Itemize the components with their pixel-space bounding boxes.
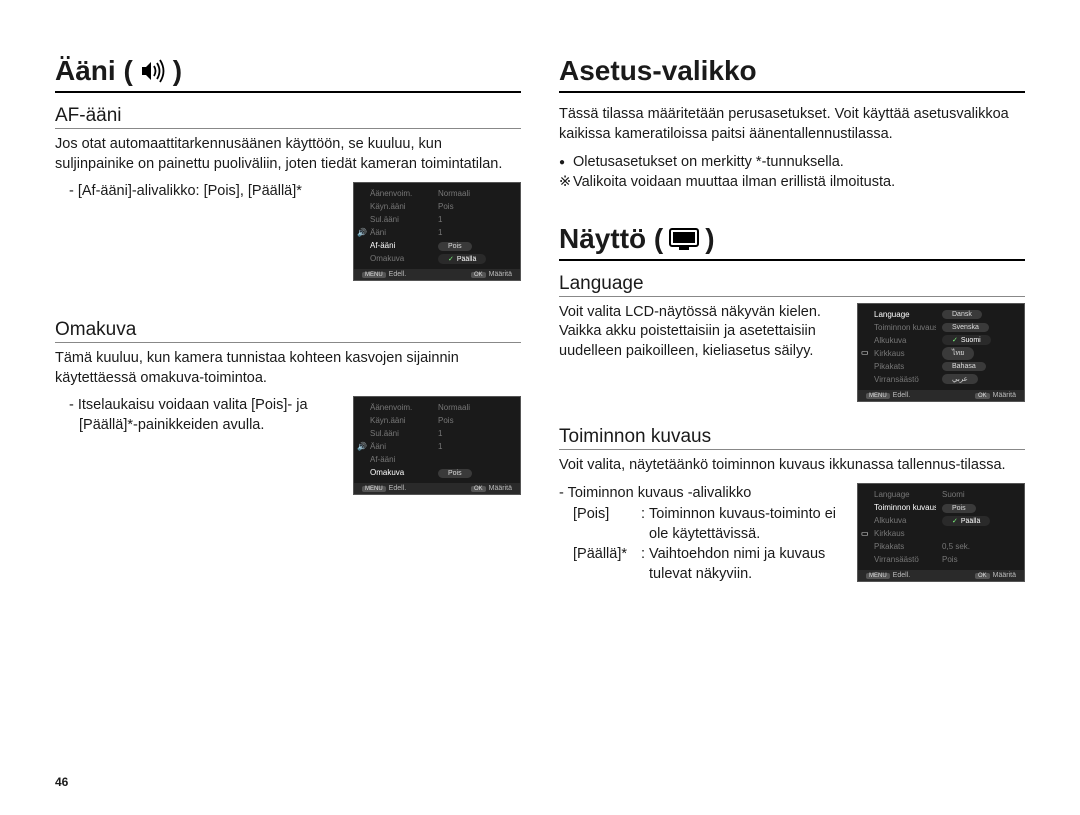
left-column: Ääni ( ) AF-ääni Jos otat automaattitark…	[55, 55, 521, 585]
function-row-pois: [Pois] : Toiminnon kuvaus-toiminto ei ol…	[559, 504, 843, 545]
speaker-icon	[139, 59, 167, 83]
function-desc-body: Voit valita, näytetäänkö toiminnon kuvau…	[559, 456, 1025, 476]
language-body: Voit valita LCD-näytössä näkyvän kielen.…	[559, 303, 843, 362]
display-heading-close: )	[705, 223, 714, 255]
omakuva-sub-line2: [Päällä]*-painikkeiden avulla.	[55, 416, 339, 436]
setup-heading: Asetus-valikko	[559, 55, 1025, 93]
function-pois-val: Toiminnon kuvaus-toiminto ei ole käytett…	[649, 504, 843, 545]
setup-intro: Tässä tilassa määritetään perusasetukset…	[559, 105, 1025, 144]
page-number: 46	[55, 775, 68, 789]
omakuva-heading: Omakuva	[55, 319, 521, 343]
function-paalla-key: [Päällä]*	[573, 544, 641, 585]
language-heading: Language	[559, 273, 1025, 297]
setup-bullets: Oletusasetukset on merkitty *-tunnuksell…	[559, 152, 1025, 172]
camera-menu-language: LanguageDanskToiminnon kuvausSvenskaAlku…	[857, 303, 1025, 402]
function-pois-key: [Pois]	[573, 504, 641, 545]
function-desc-heading: Toiminnon kuvaus	[559, 426, 1025, 450]
af-submenu-line: - [Af-ääni]-alivalikko: [Pois], [Päällä]…	[55, 182, 339, 202]
right-column: Asetus-valikko Tässä tilassa määritetään…	[559, 55, 1025, 585]
omakuva-body: Tämä kuuluu, kun kamera tunnistaa kohtee…	[55, 349, 521, 388]
camera-menu-omakuva: Äänenvoim.NormaaliKäyn.ääniPoisSul.ääni1…	[353, 396, 521, 495]
display-heading-label: Näyttö (	[559, 223, 663, 255]
af-sound-heading: AF-ääni	[55, 105, 521, 129]
camera-menu-function: LanguageSuomiToiminnon kuvausPoisAlkukuv…	[857, 483, 1025, 582]
omakuva-sub-line1: - Itselaukaisu voidaan valita [Pois]- ja	[55, 396, 339, 416]
sound-heading-label: Ääni (	[55, 55, 133, 87]
camera-menu-af: Äänenvoim.NormaaliKäyn.ääniPoisSul.ääni1…	[353, 182, 521, 281]
sound-heading: Ääni ( )	[55, 55, 521, 93]
af-sound-body: Jos otat automaattitarkennusäänen käyttö…	[55, 135, 521, 174]
manual-page: Ääni ( ) AF-ääni Jos otat automaattitark…	[0, 0, 1080, 615]
function-submenu-intro: - Toiminnon kuvaus -alivalikko	[559, 483, 843, 503]
function-paalla-val: Vaihtoehdon nimi ja kuvaus tulevat näkyv…	[649, 544, 843, 585]
display-heading: Näyttö ( )	[559, 223, 1025, 261]
setup-bullet-1: Oletusasetukset on merkitty *-tunnuksell…	[559, 152, 1025, 172]
monitor-icon	[669, 228, 699, 250]
function-row-paalla: [Päällä]* : Vaihtoehdon nimi ja kuvaus t…	[559, 544, 843, 585]
sound-heading-close: )	[173, 55, 182, 87]
setup-star-note: Valikoita voidaan muuttaa ilman erillist…	[559, 172, 1025, 192]
